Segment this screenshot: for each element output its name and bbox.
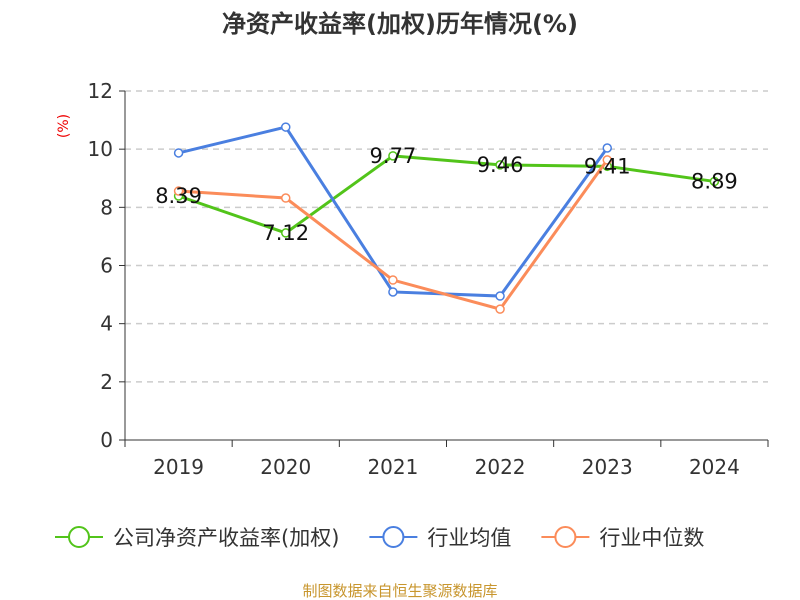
y-tick-label: 8 — [100, 195, 113, 219]
y-axis-label: (%) — [56, 114, 72, 138]
legend-item[interactable]: 行业中位数 — [599, 526, 704, 550]
data-point[interactable] — [388, 287, 398, 297]
legend-item[interactable]: 行业均值 — [427, 526, 511, 550]
x-tick-label: 2022 — [475, 455, 526, 479]
data-point[interactable] — [495, 291, 505, 301]
legend-marker-icon — [68, 526, 90, 548]
data-point[interactable] — [388, 151, 398, 161]
data-point[interactable] — [388, 275, 398, 285]
data-point[interactable] — [602, 143, 612, 153]
data-point[interactable] — [173, 186, 184, 196]
x-tick-label: 2020 — [260, 455, 311, 479]
data-point[interactable] — [281, 193, 291, 203]
source-note: 制图数据来自恒生聚源数据库 — [302, 582, 497, 600]
legend-marker-icon — [382, 526, 405, 548]
data-point[interactable] — [602, 155, 612, 165]
chart-title: 净资产收益率(加权)历年情况(%) — [222, 10, 578, 38]
x-tick-label: 2024 — [689, 455, 740, 479]
series-line — [178, 154, 715, 235]
legend-marker-icon — [554, 526, 577, 548]
legend-item[interactable]: 公司净资产收益率(加权) — [113, 526, 339, 550]
data-point[interactable] — [495, 160, 505, 170]
y-tick-label: 10 — [88, 137, 113, 161]
data-label: 9.41 — [584, 154, 631, 178]
x-tick-label: 2021 — [367, 455, 418, 479]
data-point[interactable] — [281, 122, 291, 132]
y-tick-label: 12 — [88, 79, 113, 103]
y-tick-label: 6 — [100, 254, 113, 278]
data-label: 9.77 — [370, 144, 417, 168]
y-tick-label: 4 — [100, 312, 113, 336]
data-label: 7.12 — [262, 221, 309, 245]
data-point[interactable] — [281, 228, 291, 238]
data-label: 8.89 — [691, 169, 738, 193]
data-label: 9.46 — [477, 153, 524, 177]
y-tick-label: 2 — [100, 370, 113, 394]
x-tick-label: 2023 — [582, 455, 633, 479]
data-point[interactable] — [173, 148, 184, 158]
data-point[interactable] — [495, 304, 505, 314]
x-tick-label: 2019 — [153, 455, 204, 479]
y-tick-label: 0 — [100, 428, 113, 452]
data-label: 8.39 — [155, 184, 202, 208]
data-point[interactable] — [709, 176, 720, 187]
